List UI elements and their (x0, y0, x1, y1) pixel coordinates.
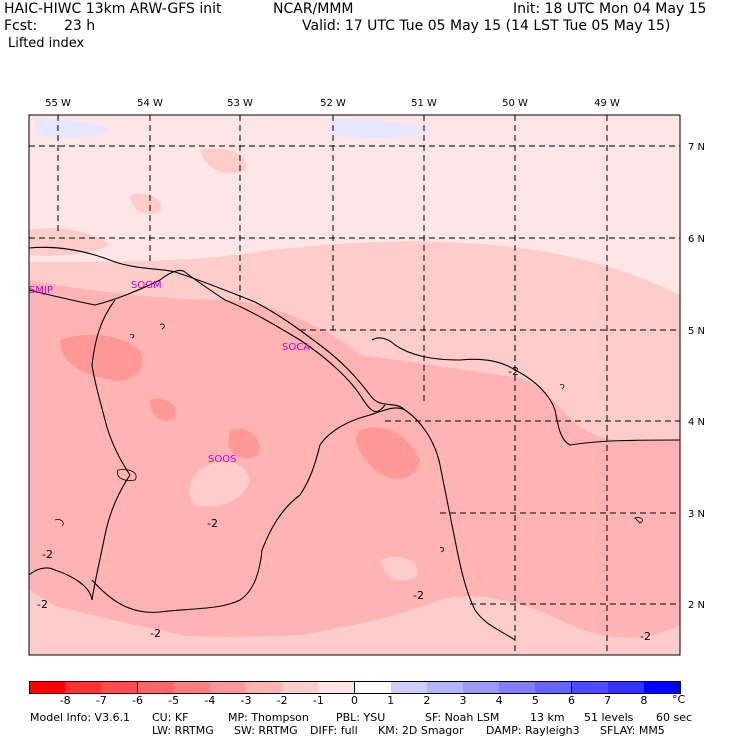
contour-label: -2 (508, 365, 519, 378)
lon-label: 54 W (137, 98, 163, 109)
lon-label: 55 W (45, 98, 71, 109)
field-name: Lifted index (8, 36, 85, 51)
contour-label: -2 (640, 630, 651, 643)
contour-label: -2 (42, 548, 53, 561)
colorbar-swatch (282, 681, 320, 694)
station-label: SOCA (282, 342, 310, 353)
lat-label: 6 N (688, 234, 705, 245)
contour-label: -2 (150, 627, 161, 640)
colorbar-label: -4 (204, 694, 216, 707)
km-option: KM: 2D Smagor (378, 724, 464, 737)
contour-label-group: -2 -2 -2 -2 -2 -2 -2 (37, 365, 651, 643)
surface-layer-option: SFLAY: MM5 (600, 724, 665, 737)
contour-label: -2 (37, 598, 48, 611)
lat-label: 3 N (688, 509, 705, 520)
colorbar-label: 5 (531, 694, 539, 707)
forecast-hour: 23 h (64, 18, 96, 34)
contour-lines (54, 323, 643, 553)
colorbar-label: -7 (95, 694, 107, 707)
colorbar-swatch (499, 681, 537, 694)
colorbar-label: 1 (387, 694, 395, 707)
colorbar-swatch (571, 681, 609, 694)
colorbar-label: -8 (59, 694, 71, 707)
colorbar-swatch (390, 681, 428, 694)
colorbar-label: 4 (495, 694, 503, 707)
colorbar-swatch (354, 681, 392, 694)
lat-lon-grid (29, 115, 680, 655)
shortwave-scheme: SW: RRTMG (234, 724, 298, 737)
microphysics-scheme: MP: Thompson (228, 711, 309, 724)
lat-label: 4 N (688, 417, 705, 428)
colorbar-label: 0 (351, 694, 358, 707)
colorbar-unit: °C (672, 693, 686, 706)
grid-spacing: 13 km (530, 711, 565, 724)
colorbar-swatch (65, 681, 103, 694)
lon-label: 49 W (594, 98, 620, 109)
colorbar-label: -2 (276, 694, 288, 707)
contour-label: -2 (207, 517, 218, 530)
contour-label: -2 (413, 589, 424, 602)
lat-label: 7 N (688, 142, 705, 153)
colorbar-swatch (137, 681, 175, 694)
valid-time: Valid: 17 UTC Tue 05 May 15 (14 LST Tue … (302, 18, 671, 34)
colorbar-label: -1 (312, 694, 324, 707)
pbl-scheme: PBL: YSU (336, 711, 386, 724)
init-time: Init: 18 UTC Mon 04 May 15 (513, 1, 707, 17)
lon-label: 51 W (411, 98, 437, 109)
lat-label: 5 N (688, 326, 705, 337)
station-label: SOOS (208, 454, 236, 465)
colorbar-swatch (246, 681, 284, 694)
shaded-field (29, 115, 680, 655)
longwave-scheme: LW: RRTMG (152, 724, 214, 737)
colorbar-swatch (643, 681, 681, 694)
station-label: SMJP (29, 285, 53, 296)
diffusion-option: DIFF: full (310, 724, 358, 737)
colorbar-swatch (463, 681, 501, 694)
colorbar-label: -3 (240, 694, 252, 707)
colorbar-label: 2 (423, 694, 431, 707)
organization: NCAR/MMM (273, 1, 354, 17)
colorbar-swatch (318, 681, 356, 694)
colorbar-swatch (607, 681, 645, 694)
coastline-borders (28, 246, 681, 641)
colorbar-swatch (173, 681, 211, 694)
colorbar-swatch (535, 681, 573, 694)
latitude-labels: 7 N 6 N 5 N 4 N 3 N 2 N (688, 142, 705, 611)
colorbar-label: 7 (604, 694, 612, 707)
colorbar-swatch (426, 681, 464, 694)
longitude-labels: 55 W 54 W 53 W 52 W 51 W 50 W 49 W (45, 98, 620, 109)
model-title: HAIC-HIWC 13km ARW-GFS init (4, 1, 222, 17)
lon-label: 50 W (502, 98, 528, 109)
colorbar-swatch (209, 681, 247, 694)
colorbar-swatch (29, 681, 67, 694)
colorbar-label: -5 (168, 694, 180, 707)
time-step: 60 sec (656, 711, 693, 724)
colorbar-swatch (101, 681, 139, 694)
lon-label: 53 W (227, 98, 253, 109)
vertical-levels: 51 levels (584, 711, 634, 724)
colorbar-label: 8 (640, 694, 648, 707)
station-label: SOGM (131, 280, 162, 291)
lat-label: 2 N (688, 600, 705, 611)
colorbar-label: 3 (459, 694, 467, 707)
damping-option: DAMP: Rayleigh3 (486, 724, 580, 737)
surface-scheme: SF: Noah LSM (425, 711, 500, 724)
cumulus-scheme: CU: KF (152, 711, 189, 724)
forecast-label: Fcst: (4, 18, 38, 34)
station-group: SMJP SOGM SOCA SOOS (29, 280, 310, 465)
colorbar-label: 6 (568, 694, 575, 707)
lon-label: 52 W (320, 98, 346, 109)
model-info: Model Info: V3.6.1 (30, 711, 131, 724)
colorbar-label: -6 (132, 694, 143, 707)
